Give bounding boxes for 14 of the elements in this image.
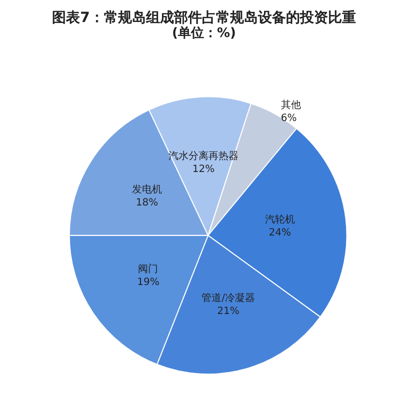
data-label: 19% bbox=[137, 277, 160, 288]
data-label: 12% bbox=[192, 164, 215, 176]
slice-label: 其他 bbox=[280, 99, 301, 112]
slice-label: 汽轮机 bbox=[264, 213, 295, 226]
data-label: 6% bbox=[280, 113, 297, 124]
slice-label: 阀门 bbox=[138, 263, 158, 276]
slice-label: 汽水分离再热器 bbox=[168, 150, 239, 162]
chart-title: 图表7：常规岛组成部件占常规岛设备的投资比重 bbox=[52, 9, 356, 26]
slice-label: 发电机 bbox=[132, 184, 162, 196]
slice-label: 管道/冷凝器 bbox=[202, 292, 255, 304]
data-label: 18% bbox=[136, 198, 158, 209]
chart-subtitle: (单位：%) bbox=[172, 25, 236, 41]
data-label: 24% bbox=[268, 227, 291, 238]
data-label: 21% bbox=[217, 306, 240, 317]
